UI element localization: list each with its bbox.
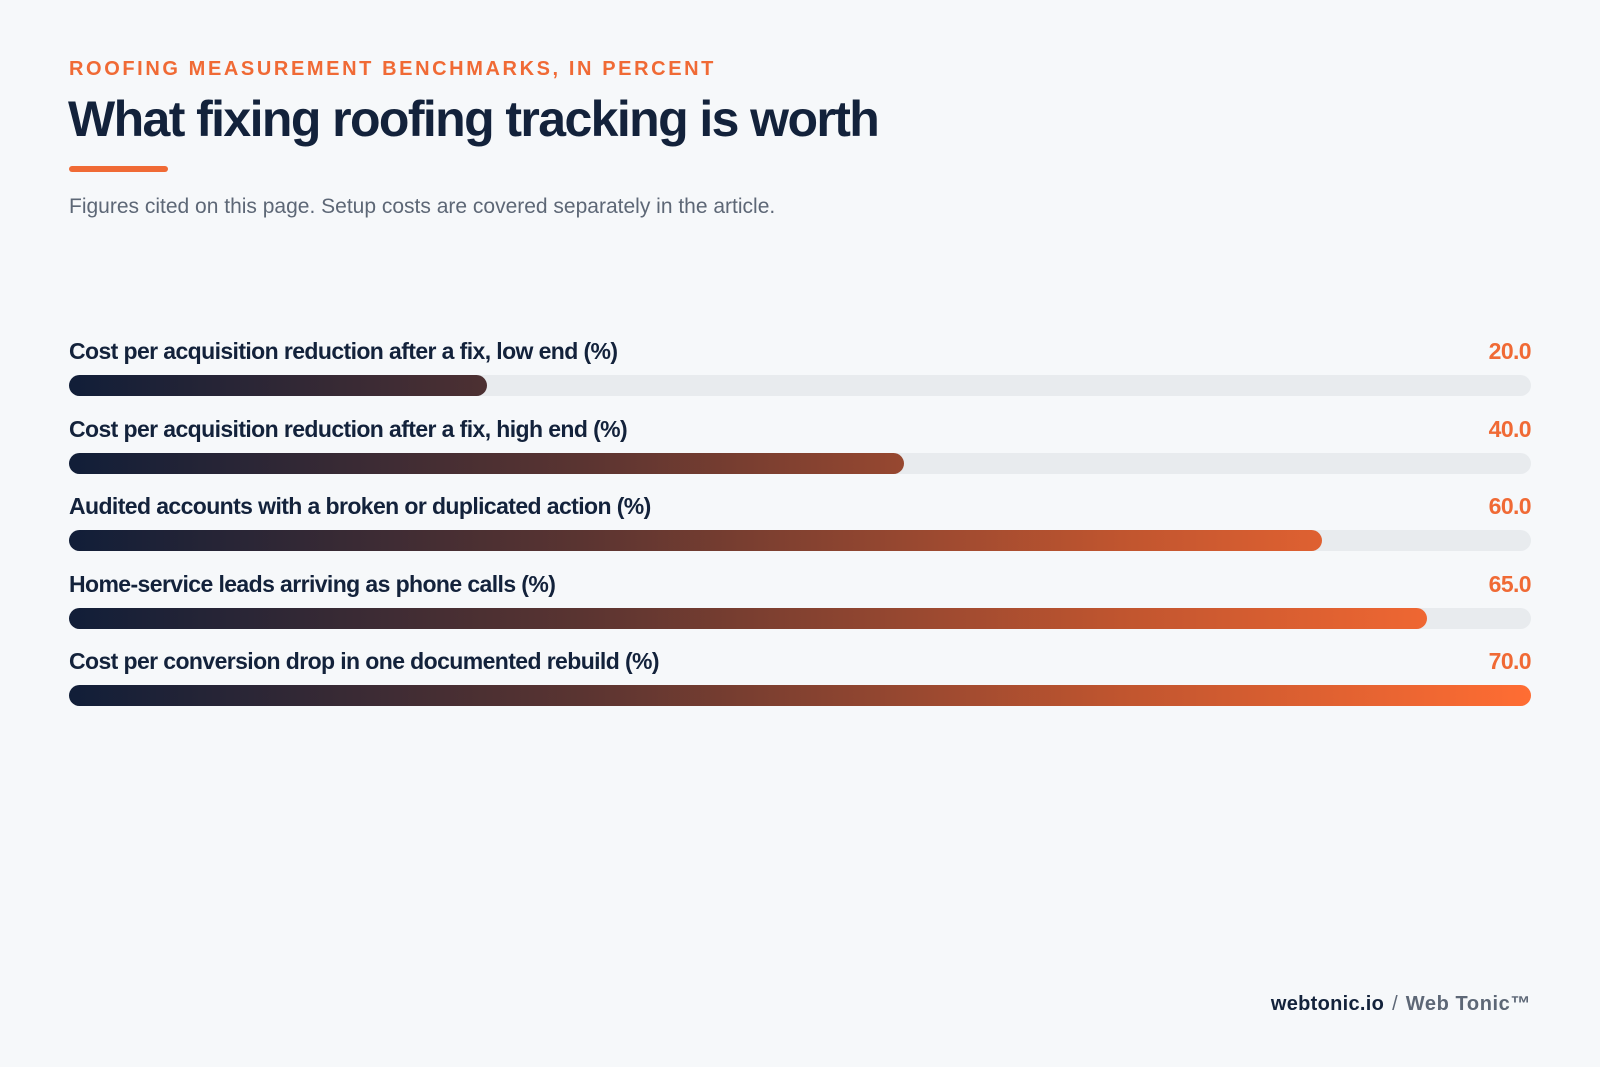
bar-track (69, 685, 1531, 706)
chart-eyebrow: ROOFING MEASUREMENT BENCHMARKS, IN PERCE… (69, 58, 716, 80)
bar-value-label: 70.0 (1488, 648, 1532, 674)
chart-title: What fixing roofing tracking is worth (68, 91, 880, 147)
bar-label: Home-service leads arriving as phone cal… (69, 570, 556, 597)
bar-value-label: 60.0 (1488, 493, 1532, 519)
chart-subtitle: Figures cited on this page. Setup costs … (69, 195, 776, 218)
bar-chart: Cost per acquisition reduction after a f… (69, 336, 1532, 724)
title-underline (69, 166, 168, 172)
bar-label: Cost per acquisition reduction after a f… (69, 338, 618, 364)
bar-value-label: 65.0 (1488, 570, 1532, 597)
bar-label: Cost per acquisition reduction after a f… (69, 415, 628, 442)
bar (69, 530, 1323, 551)
bar-gradient (69, 530, 1323, 551)
bar-value-label: 40.0 (1488, 415, 1532, 442)
bar-row: Audited accounts with a broken or duplic… (69, 491, 1532, 569)
bar (69, 452, 905, 474)
bar-row: Cost per conversion drop in one document… (69, 646, 1532, 724)
bar-track (69, 375, 1531, 396)
bar (69, 375, 487, 396)
bar (69, 685, 1531, 706)
bar-label: Cost per conversion drop in one document… (69, 648, 660, 674)
bar-value-label: 20.0 (1488, 338, 1532, 364)
bar-row: Cost per acquisition reduction after a f… (69, 414, 1532, 492)
footer-brand: Web Tonic™ (1405, 993, 1531, 1015)
bar-gradient (69, 685, 1531, 706)
footer-site: webtonic.io (1270, 993, 1385, 1015)
bar (69, 607, 1427, 629)
bar-gradient (69, 452, 905, 474)
bar-row: Home-service leads arriving as phone cal… (69, 569, 1532, 647)
footer-credit: webtonic.io / Web Tonic™ (1271, 993, 1531, 1016)
bar-gradient (69, 607, 1427, 629)
bar-track (69, 452, 1531, 474)
bar-row: Cost per acquisition reduction after a f… (69, 336, 1532, 414)
bar-label: Audited accounts with a broken or duplic… (69, 493, 651, 519)
bar-track (69, 530, 1531, 551)
bar-gradient (69, 375, 487, 396)
bar-track (69, 607, 1531, 629)
footer-separator: / (1392, 993, 1398, 1015)
